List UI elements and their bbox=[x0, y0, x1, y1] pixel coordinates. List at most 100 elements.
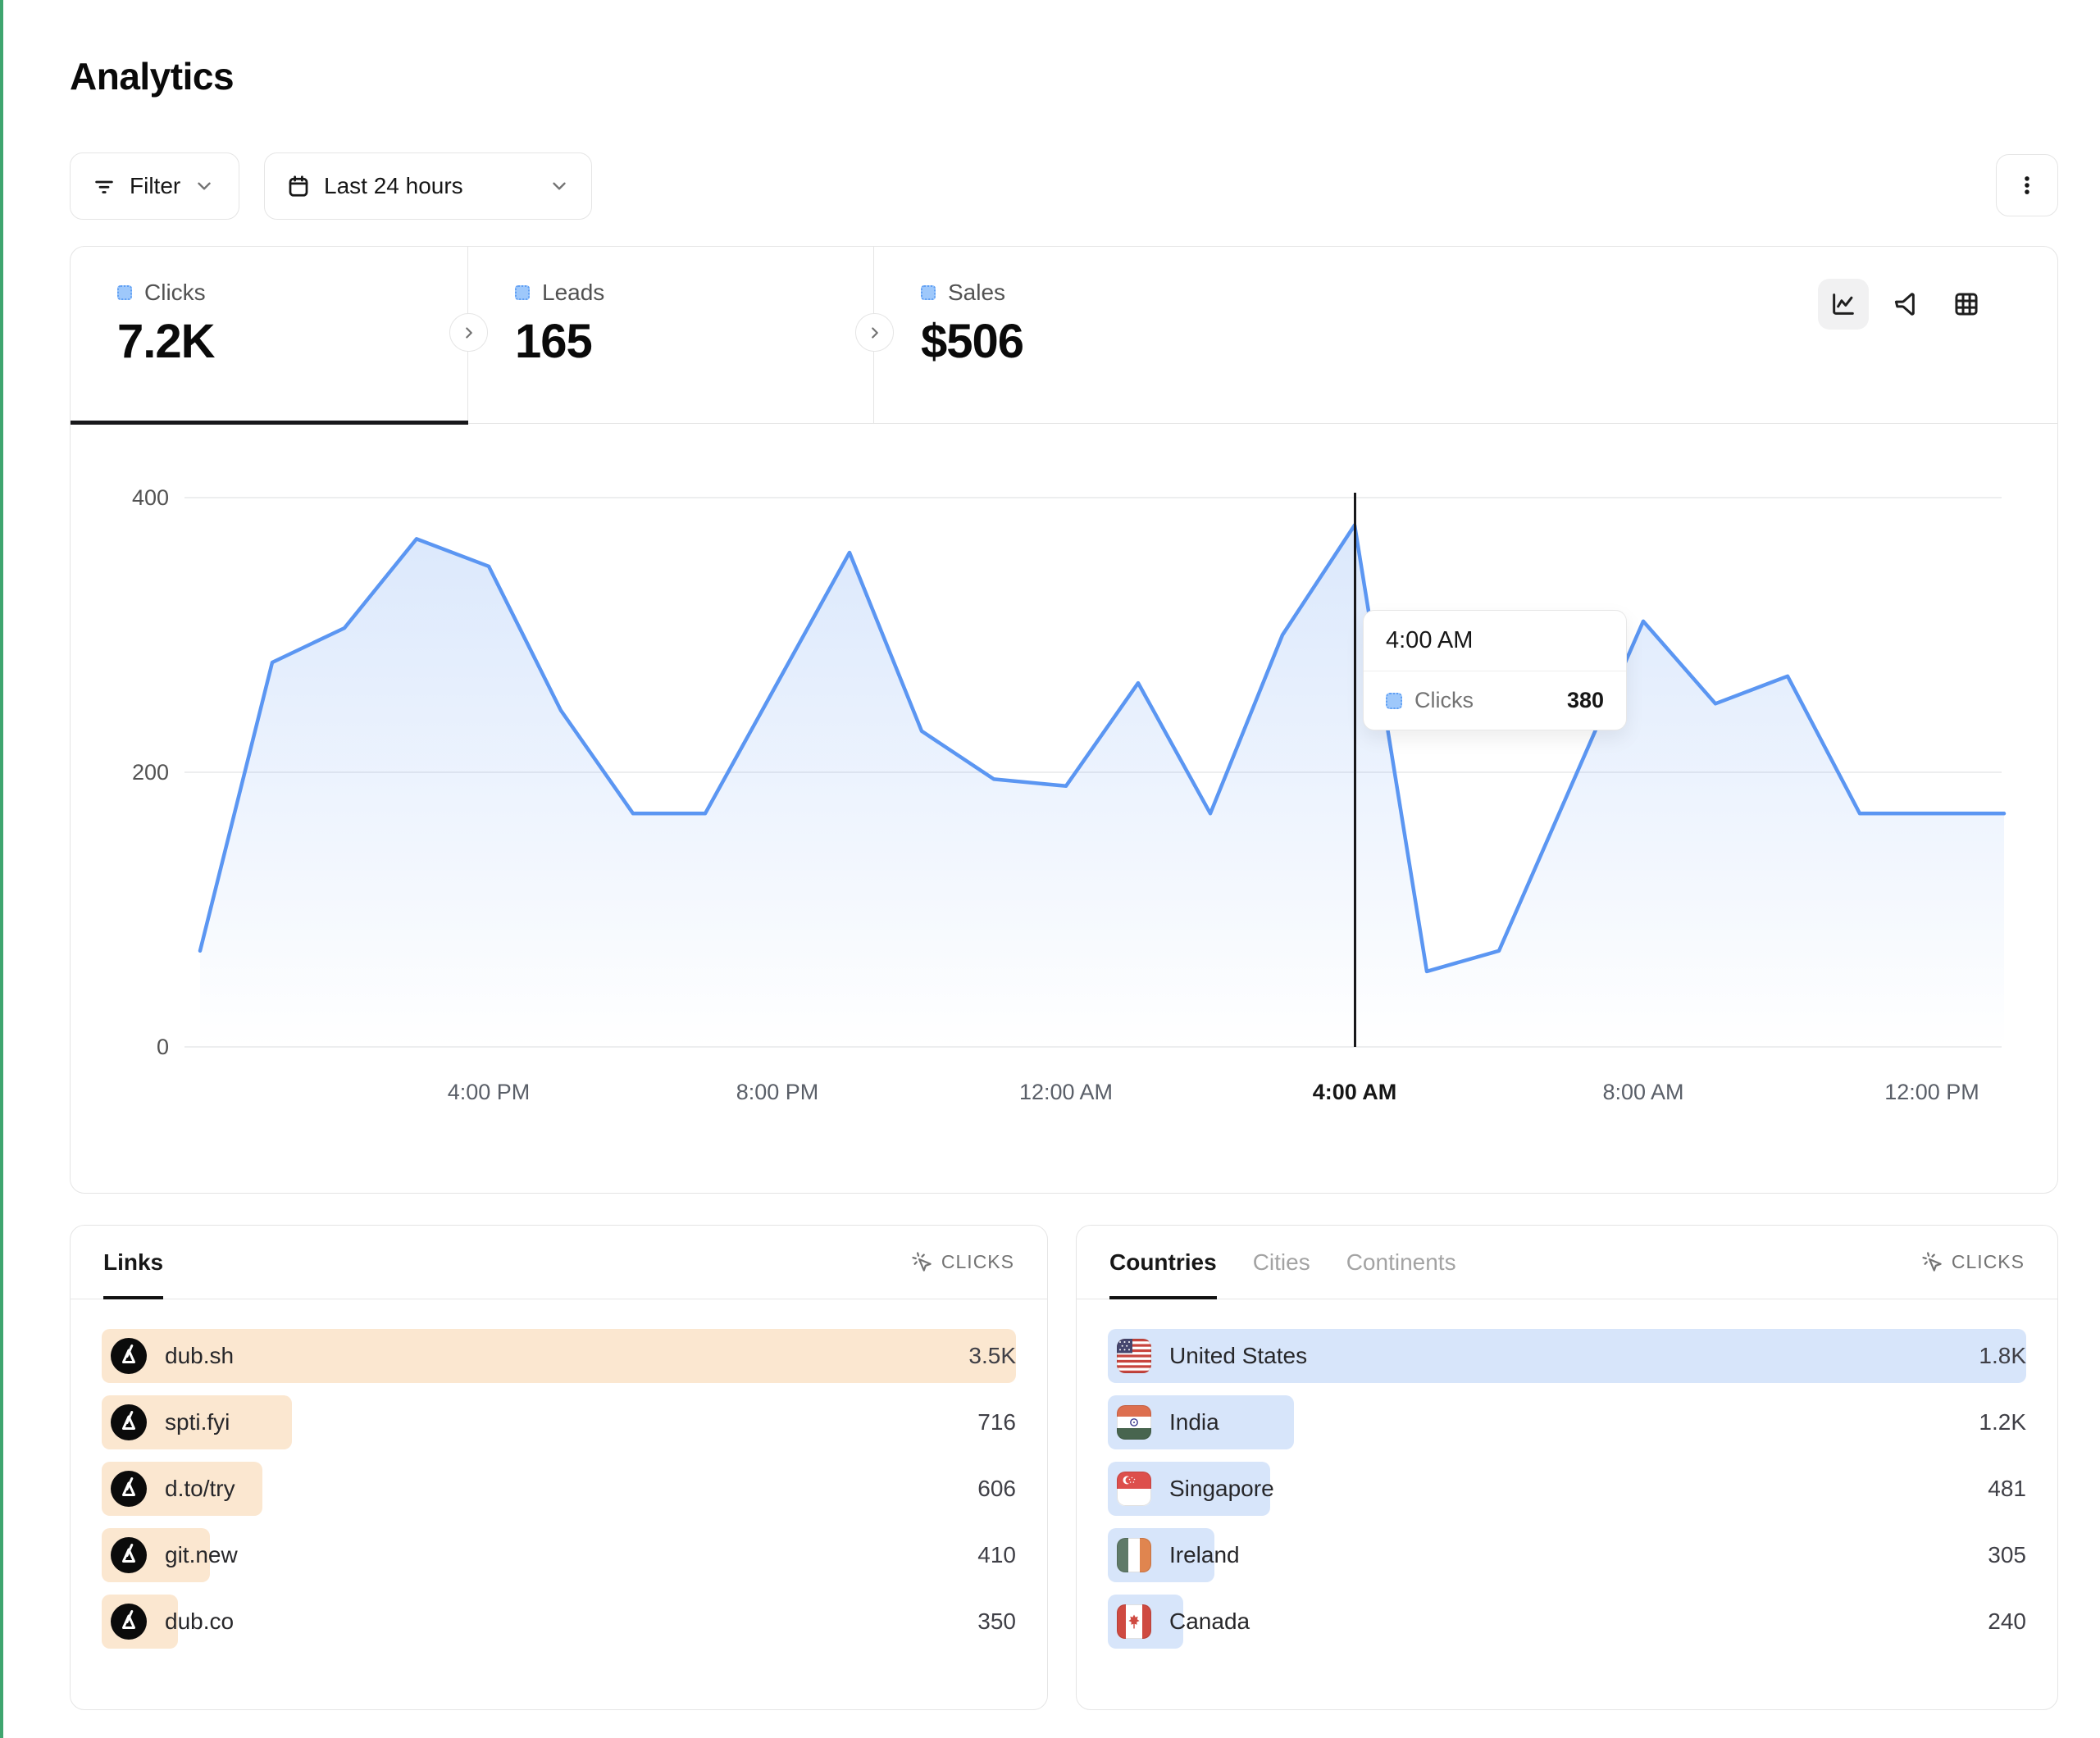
item-label: Ireland bbox=[1169, 1542, 1240, 1567]
item-label: dub.sh bbox=[165, 1343, 235, 1368]
item-label: India bbox=[1169, 1409, 1219, 1435]
stat-tab-sales[interactable]: Sales $506 bbox=[874, 247, 2057, 423]
dub-logo-avatar bbox=[111, 1338, 147, 1374]
links-panel: Links CLICKS dub.sh 3.5K spti.fyi 716 d.to/t… bbox=[70, 1225, 1048, 1710]
x-axis-tick-label: 12:00 AM bbox=[1019, 1080, 1113, 1104]
calendar-icon bbox=[286, 174, 311, 198]
item-value: 350 bbox=[977, 1608, 1016, 1634]
tooltip-time: 4:00 AM bbox=[1364, 611, 1626, 671]
list-item[interactable]: dub.co 350 bbox=[102, 1595, 1016, 1649]
item-value: 1.2K bbox=[1979, 1409, 2026, 1435]
x-axis-tick-label: 12:00 PM bbox=[1884, 1080, 1979, 1104]
stat-value: 7.2K bbox=[117, 315, 216, 368]
in-flag-icon bbox=[1117, 1405, 1151, 1440]
tab-label: Continents bbox=[1346, 1249, 1456, 1275]
stat-value: 165 bbox=[515, 315, 593, 368]
grid-icon bbox=[1955, 293, 1978, 316]
chevron-down-icon bbox=[194, 175, 215, 197]
list-item[interactable]: d.to/try 606 bbox=[102, 1462, 1016, 1516]
item-label: Singapore bbox=[1169, 1476, 1274, 1501]
funnel-view-button[interactable] bbox=[1879, 279, 1930, 330]
y-axis-tick-label: 0 bbox=[157, 1035, 169, 1059]
item-label: git.new bbox=[165, 1542, 238, 1567]
analytics-chart-card: Clicks 7.2K Leads 165 Sales $506 bbox=[70, 246, 2058, 1194]
stat-value: $506 bbox=[921, 315, 1024, 368]
tab-countries[interactable]: Countries bbox=[1109, 1226, 1217, 1299]
chart-view-switcher bbox=[1818, 279, 1992, 330]
item-label: Canada bbox=[1169, 1608, 1250, 1634]
clicks-area-chart[interactable]: 0 200 400 4:00 PM 8:00 PM 12:00 AM 4:00 AM 8:00… bbox=[71, 247, 2059, 1194]
item-label: spti.fyi bbox=[165, 1409, 230, 1435]
item-value: 410 bbox=[977, 1542, 1016, 1567]
stat-tab-clicks[interactable]: Clicks 7.2K bbox=[71, 247, 468, 425]
value-bar bbox=[102, 1329, 1016, 1383]
date-range-button[interactable]: Last 24 hours bbox=[264, 152, 592, 220]
ca-flag-icon bbox=[1117, 1604, 1151, 1639]
item-value: 481 bbox=[1988, 1476, 2026, 1501]
list-item[interactable]: dub.sh 3.5K bbox=[102, 1329, 1016, 1383]
y-axis-tick-label: 200 bbox=[132, 760, 169, 785]
tooltip-series-label: Clicks bbox=[1414, 688, 1474, 712]
tab-continents[interactable]: Continents bbox=[1346, 1226, 1456, 1299]
dub-logo-avatar bbox=[111, 1404, 147, 1440]
clicks-line-series bbox=[198, 523, 2007, 974]
tab-cities[interactable]: Cities bbox=[1253, 1226, 1310, 1299]
item-value: 3.5K bbox=[968, 1343, 1016, 1368]
x-axis-tick-label: 8:00 PM bbox=[736, 1080, 819, 1104]
list-item[interactable]: Canada 240 bbox=[1108, 1595, 2026, 1649]
countries-list: United States 1.8K India 1.2K Singapore 481 Ir… bbox=[1077, 1299, 2057, 1678]
tab-links[interactable]: Links bbox=[103, 1226, 164, 1299]
item-value: 716 bbox=[977, 1409, 1016, 1435]
stat-label: Sales bbox=[948, 280, 1006, 305]
links-panel-header: Links CLICKS bbox=[71, 1226, 1047, 1299]
area-fill bbox=[200, 525, 2004, 1047]
us-flag-icon bbox=[1117, 1339, 1151, 1373]
countries-panel: Countries Cities Continents CLICKS Unite… bbox=[1076, 1225, 2058, 1710]
expand-leads-chevron[interactable] bbox=[855, 313, 894, 352]
stats-tabs-row: Clicks 7.2K Leads 165 Sales $506 bbox=[71, 247, 2057, 425]
item-value: 606 bbox=[977, 1476, 1016, 1501]
item-label: United States bbox=[1169, 1343, 1308, 1368]
page-title: Analytics bbox=[70, 55, 235, 98]
metric-selector[interactable]: CLICKS bbox=[1921, 1251, 2025, 1273]
tab-label: Links bbox=[103, 1249, 164, 1275]
funnel-icon bbox=[1894, 293, 1915, 316]
table-view-button[interactable] bbox=[1941, 279, 1992, 330]
item-value: 240 bbox=[1988, 1608, 2026, 1634]
list-item[interactable]: India 1.2K bbox=[1108, 1395, 2026, 1449]
y-axis-tick-label: 400 bbox=[132, 485, 169, 510]
active-tab-underline bbox=[71, 421, 468, 425]
filter-button[interactable]: Filter bbox=[70, 152, 239, 220]
chart-tooltip: 4:00 AM Clicks 380 bbox=[1363, 610, 1627, 730]
countries-panel-header: Countries Cities Continents CLICKS bbox=[1077, 1226, 2057, 1299]
list-item[interactable]: Ireland 305 bbox=[1108, 1528, 2026, 1582]
filter-icon bbox=[92, 174, 116, 198]
sales-legend-icon bbox=[921, 285, 936, 300]
crosshair-line bbox=[1353, 493, 1356, 1047]
stat-label: Clicks bbox=[144, 280, 206, 305]
line-chart-view-button[interactable] bbox=[1818, 279, 1869, 330]
list-item[interactable]: Singapore 481 bbox=[1108, 1462, 2026, 1516]
ie-flag-icon bbox=[1117, 1538, 1151, 1572]
list-item[interactable]: git.new 410 bbox=[102, 1528, 1016, 1582]
more-menu-button[interactable] bbox=[1996, 154, 2058, 216]
dub-logo-avatar bbox=[111, 1604, 147, 1640]
leads-legend-icon bbox=[515, 285, 530, 300]
tooltip-value: 380 bbox=[1566, 688, 1604, 712]
expand-clicks-chevron[interactable] bbox=[449, 313, 488, 352]
stat-tab-leads[interactable]: Leads 165 bbox=[468, 247, 874, 423]
metric-selector[interactable]: CLICKS bbox=[911, 1251, 1014, 1273]
cursor-click-icon bbox=[1922, 1252, 1942, 1272]
filter-button-label: Filter bbox=[130, 173, 181, 198]
chevron-down-icon bbox=[549, 175, 570, 197]
kebab-icon bbox=[2015, 173, 2039, 198]
metric-label: CLICKS bbox=[1951, 1251, 2025, 1272]
list-item[interactable]: spti.fyi 716 bbox=[102, 1395, 1016, 1449]
item-label: d.to/try bbox=[165, 1476, 235, 1501]
links-list: dub.sh 3.5K spti.fyi 716 d.to/try 606 git.new 4… bbox=[71, 1299, 1047, 1678]
list-item[interactable]: United States 1.8K bbox=[1108, 1329, 2026, 1383]
window-edge-accent bbox=[0, 0, 3, 1738]
tab-label: Cities bbox=[1252, 1249, 1310, 1275]
chevron-right-icon bbox=[465, 326, 472, 339]
cursor-click-icon bbox=[912, 1252, 932, 1272]
